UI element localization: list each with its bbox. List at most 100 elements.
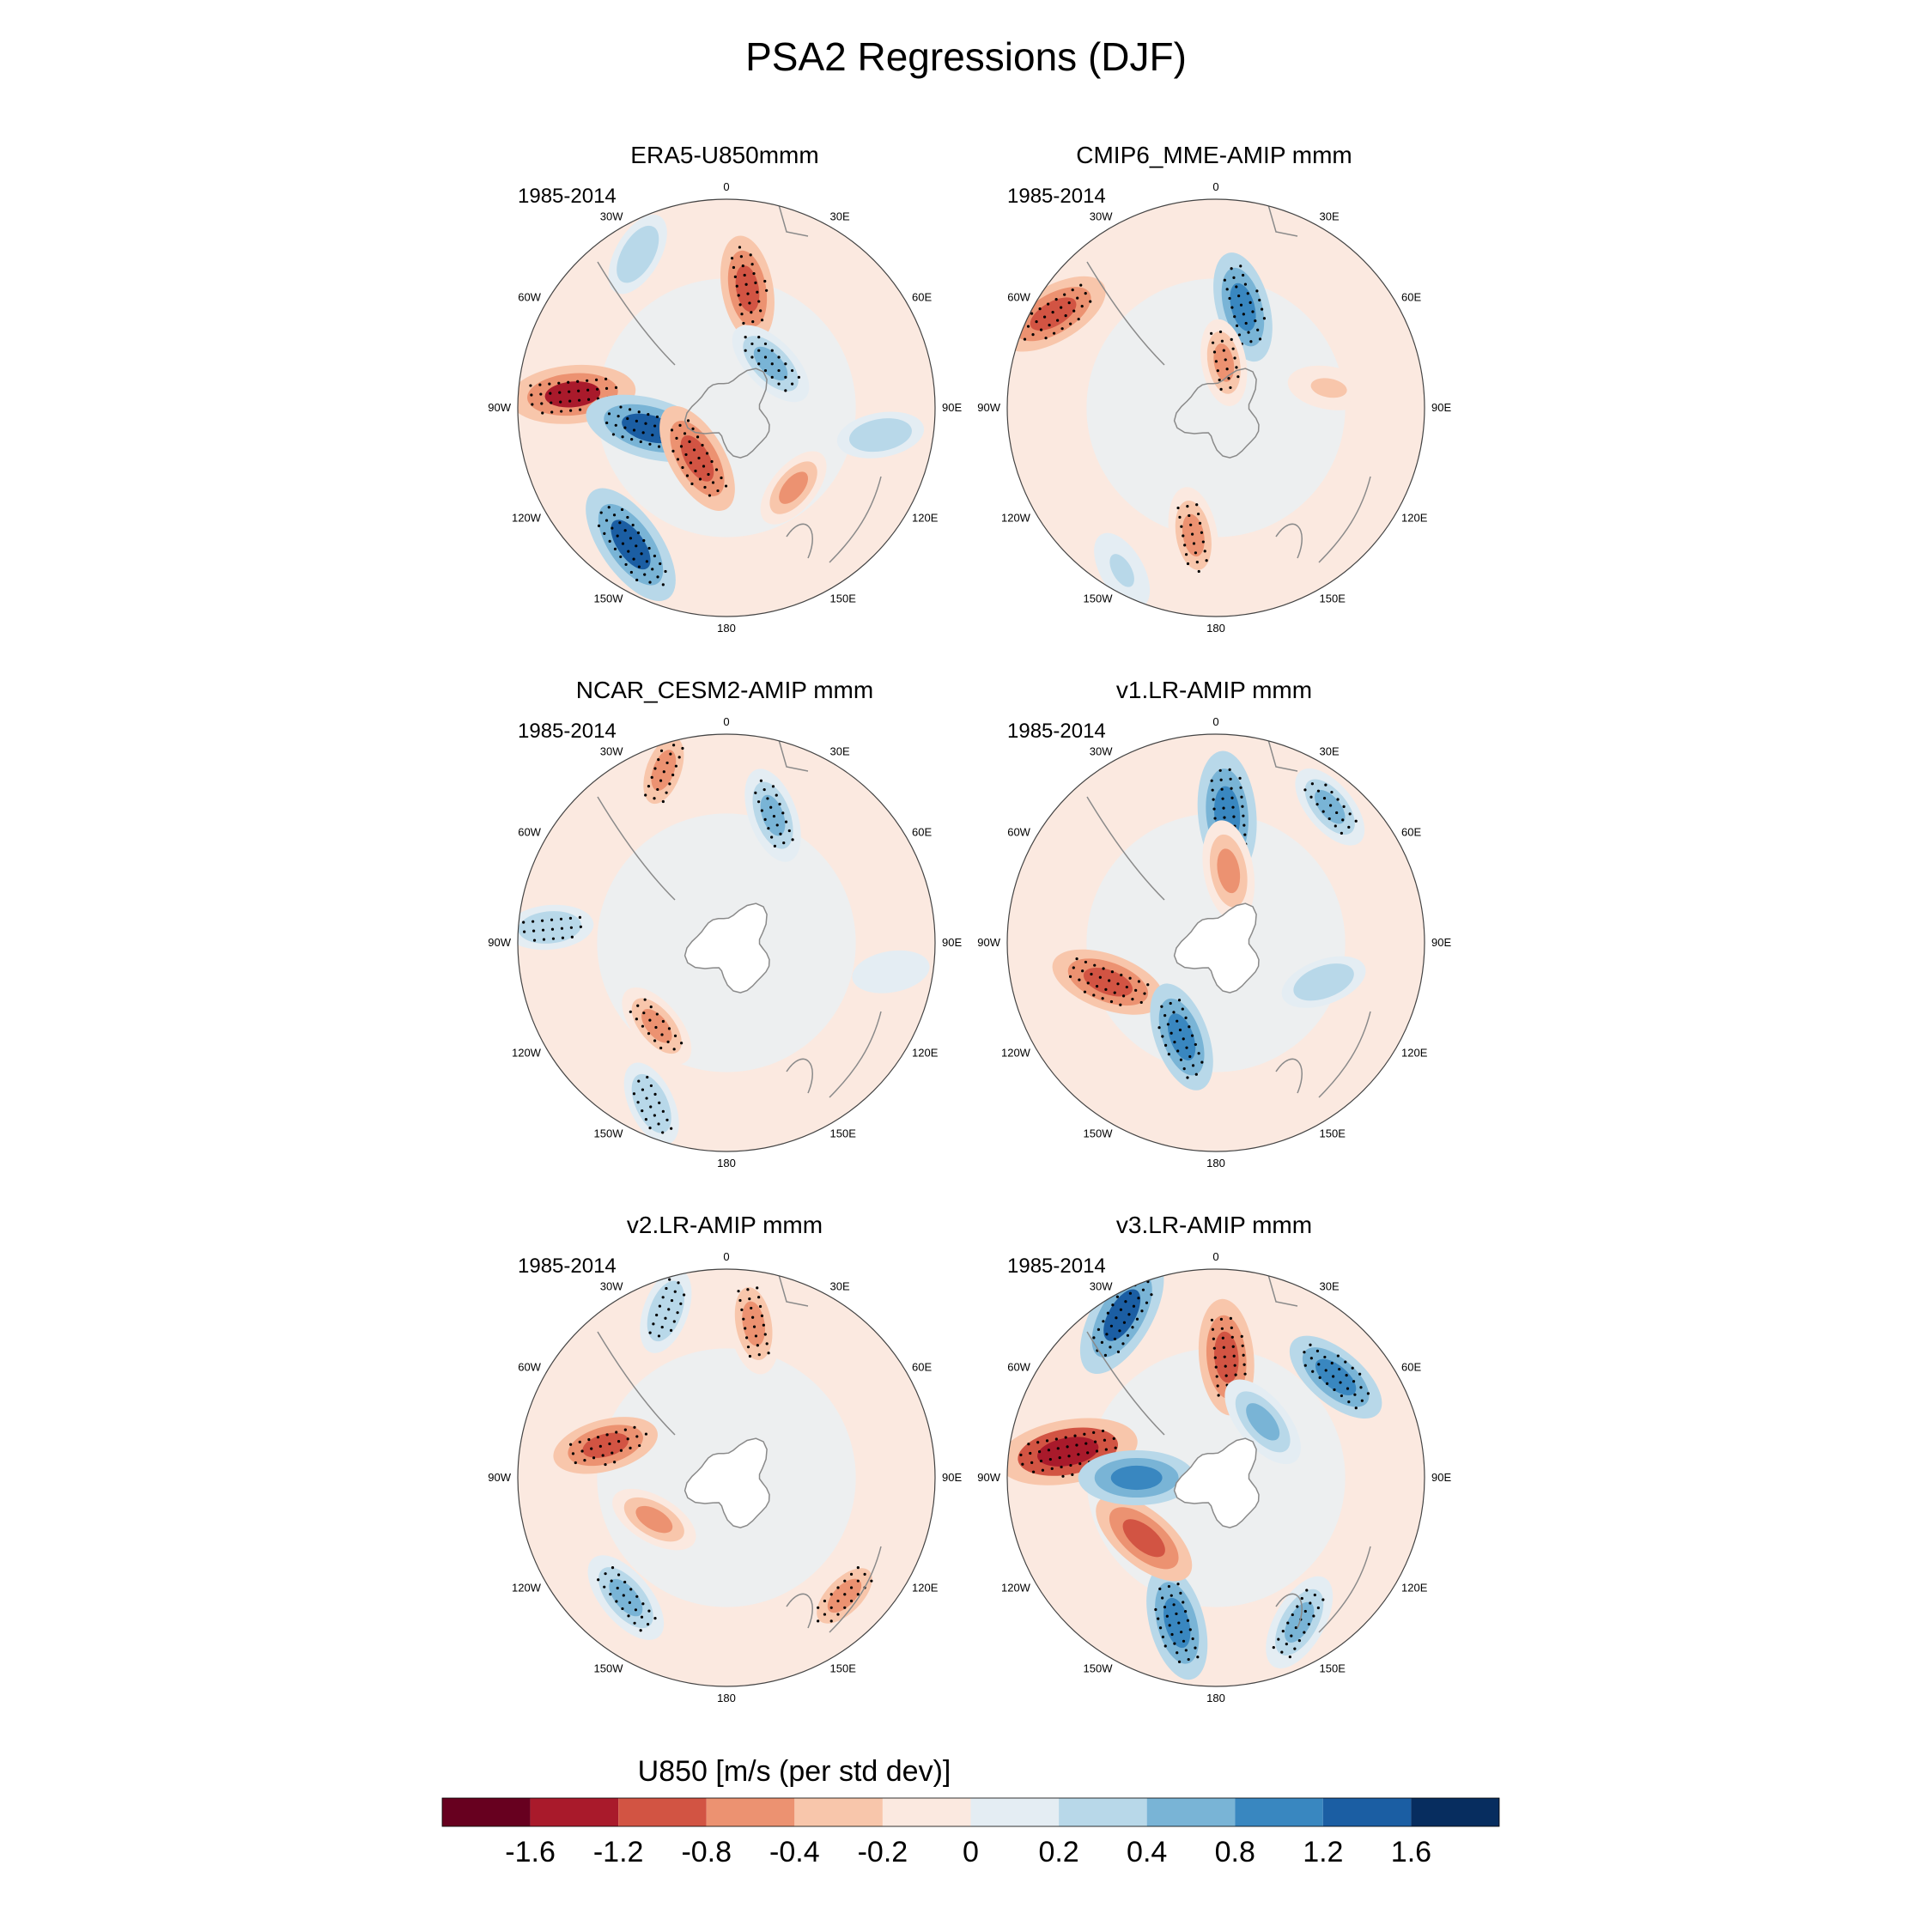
stipple-dot [843, 1579, 847, 1583]
stipple-dot [1212, 1337, 1215, 1340]
stipple-dot [1138, 1275, 1142, 1279]
stipple-dot [779, 832, 782, 835]
lon-label: 90E [1431, 1471, 1451, 1484]
stipple-dot [1277, 1637, 1280, 1641]
stipple-dot [1347, 825, 1351, 829]
stipple-dot [1219, 778, 1223, 781]
stipple-dot [763, 817, 767, 821]
stipple-dot [605, 1433, 609, 1437]
stipple-dot [653, 1616, 657, 1620]
stipple-dot [750, 355, 754, 359]
stipple-dot [1163, 1013, 1167, 1018]
stipple-dot [1340, 1394, 1344, 1398]
stipple-dot [1216, 369, 1219, 373]
stipple-dot [1223, 278, 1226, 282]
stipple-dot [716, 489, 720, 493]
stipple-dot [657, 1122, 660, 1126]
stipple-dot [1338, 1367, 1341, 1371]
stipple-dot [1095, 985, 1099, 988]
lon-label: 0 [1212, 180, 1218, 193]
stipple-dot [757, 1296, 761, 1299]
stipple-dot [1256, 328, 1260, 331]
stipple-dot [686, 419, 690, 422]
stipple-dot [623, 426, 627, 429]
anomaly-shade [1109, 554, 1134, 587]
stipple-dot [661, 583, 665, 586]
stipple-dot [640, 1615, 644, 1619]
lon-label: 0 [723, 715, 729, 728]
stipple-dot [640, 552, 643, 556]
stipple-dot [648, 580, 652, 584]
stipple-dot [775, 823, 779, 827]
stipple-dot [1038, 307, 1042, 311]
stipple-dot [870, 1579, 873, 1583]
stipple-dot [856, 1593, 860, 1596]
stipple-dot [646, 1623, 650, 1626]
stipple-dot [1196, 1656, 1200, 1659]
lon-label: 0 [723, 1250, 729, 1263]
stipple-dot [1137, 1297, 1140, 1300]
stipple-dot [1330, 790, 1334, 794]
australia-coastline [829, 1011, 882, 1098]
stipple-dot [1101, 1429, 1105, 1433]
stipple-dot [1026, 325, 1030, 328]
stipple-dot [568, 399, 572, 403]
stipple-dot [532, 929, 536, 933]
stipple-dot [665, 1118, 669, 1121]
anomaly-shade [582, 1432, 629, 1458]
stipple-dot [1029, 1451, 1032, 1455]
anomaly-negative [587, 1555, 665, 1640]
stipple-dot [1234, 1373, 1237, 1376]
stipple-dot [1232, 276, 1236, 279]
stipple-dot [750, 1306, 753, 1310]
stipple-dot [1169, 1001, 1172, 1005]
anomaly-negative [518, 904, 594, 951]
stipple-dot [676, 1311, 679, 1315]
significance-stippling [1176, 503, 1208, 574]
stipple-dot [1213, 817, 1217, 820]
lon-label: 150E [830, 1662, 857, 1675]
stipple-dot [1044, 337, 1048, 340]
stipple-dot [752, 271, 756, 276]
australia-coastline [829, 476, 882, 563]
stipple-dot [1233, 1364, 1236, 1367]
lon-label: 90E [942, 1471, 962, 1484]
stipple-dot [641, 431, 645, 434]
lon-label: 120E [912, 1047, 939, 1060]
stipple-dot [1230, 796, 1234, 799]
stipple-dot [1242, 1363, 1246, 1366]
stipple-dot [763, 342, 768, 346]
stipple-dot [627, 1614, 630, 1618]
anomaly-shade [1305, 970, 1343, 993]
lon-label: 30E [830, 1279, 850, 1292]
map-field [518, 1269, 935, 1686]
stipple-dot [664, 1316, 667, 1320]
stipple-dot [1118, 1329, 1121, 1333]
stipple-dot [650, 775, 653, 779]
lon-label: 90E [1431, 401, 1451, 414]
stipple-dot [578, 915, 581, 919]
stipple-dot [1332, 1375, 1335, 1378]
stipple-dot [611, 433, 616, 436]
stipple-dot [849, 1572, 854, 1577]
lon-label: 120E [1401, 1582, 1428, 1595]
significance-stippling [730, 246, 769, 325]
panel-title: v1.LR-AMIP mmm [1116, 677, 1312, 703]
stipple-dot [1194, 1042, 1197, 1047]
stipple-dot [1218, 330, 1223, 334]
stipple-dot [604, 1462, 607, 1467]
stipple-dot [641, 1109, 644, 1113]
stipple-dot [649, 1005, 653, 1009]
antarctica-coastline [683, 1437, 770, 1528]
stipple-dot [608, 1442, 611, 1446]
stipple-dot [714, 468, 719, 471]
anomaly-positive [805, 1557, 884, 1635]
stipple-dot [1191, 1064, 1195, 1067]
stipple-dot [661, 1131, 665, 1134]
stipple-dot [1131, 998, 1134, 1001]
anomaly-shade [654, 1292, 677, 1330]
stipple-dot [754, 281, 757, 284]
stipple-dot [669, 752, 672, 756]
stipple-dot [775, 793, 778, 797]
stipple-dot [1042, 315, 1047, 319]
